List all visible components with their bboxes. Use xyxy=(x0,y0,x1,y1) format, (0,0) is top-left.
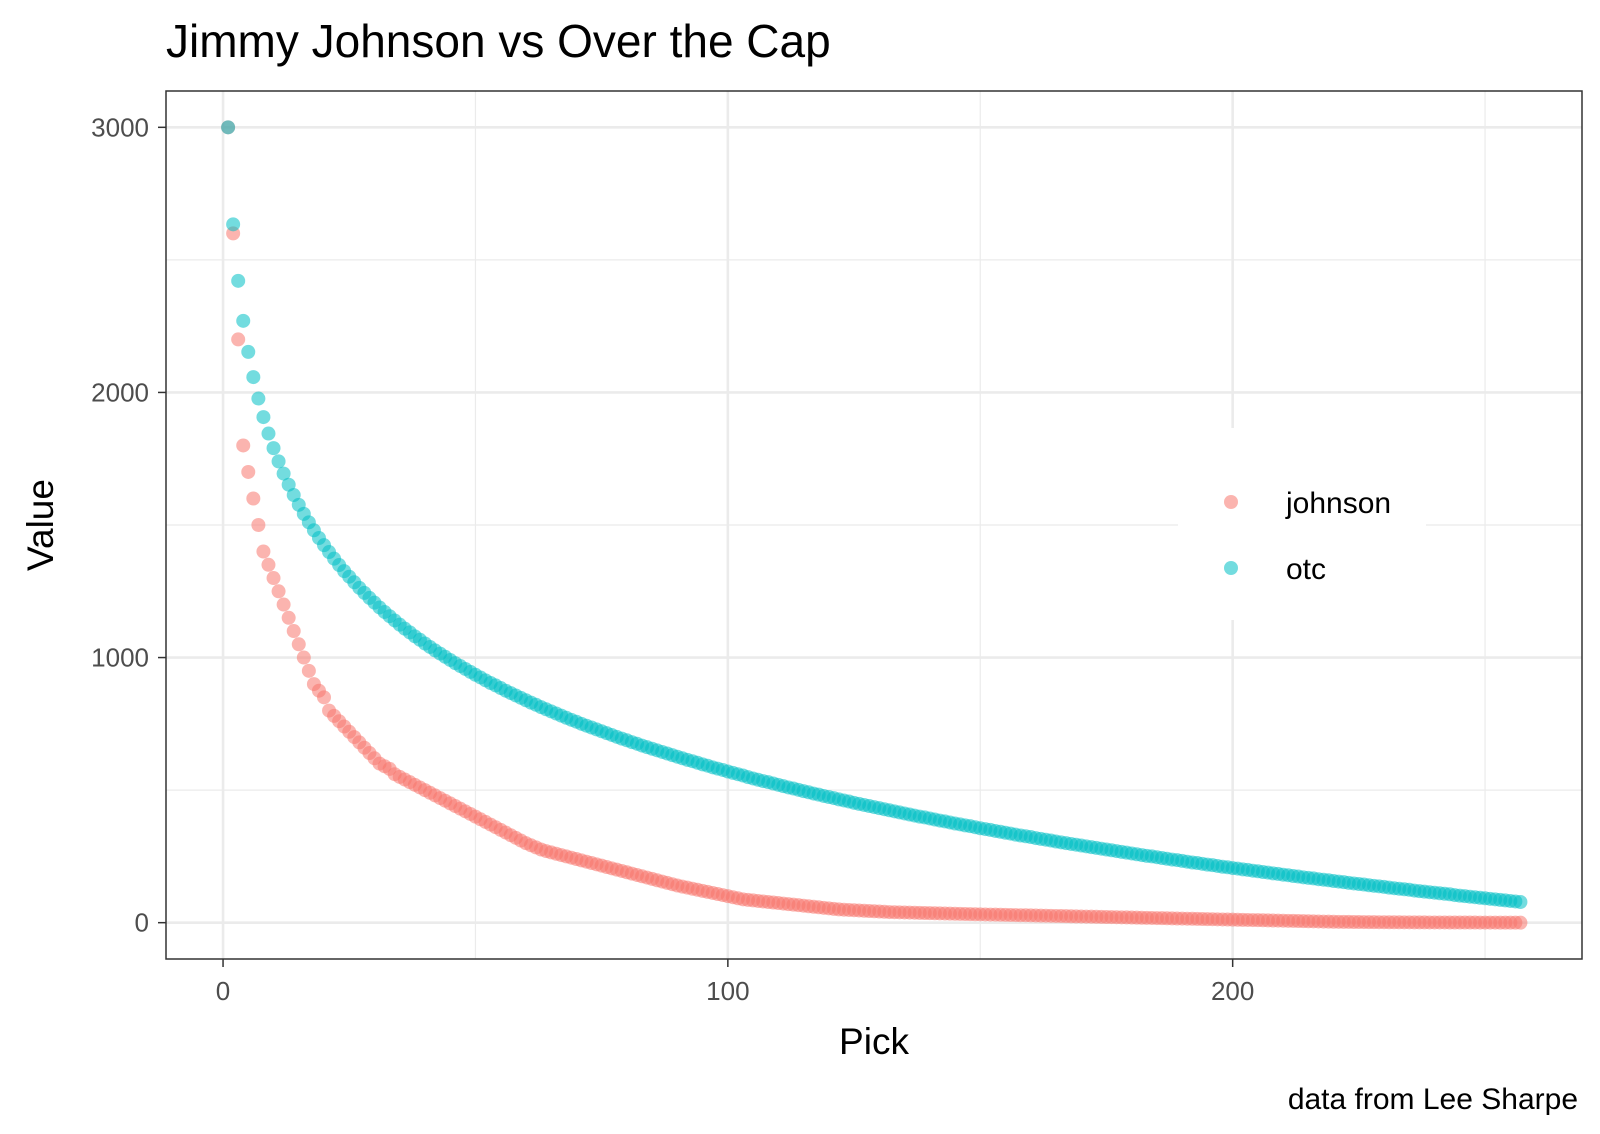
johnson-point xyxy=(241,464,256,479)
johnson-point xyxy=(286,624,301,639)
johnson-point xyxy=(256,544,271,559)
legend-background xyxy=(1178,428,1426,620)
johnson-point xyxy=(291,637,306,652)
johnson-point xyxy=(317,690,332,705)
otc-point xyxy=(256,410,271,425)
series-johnson xyxy=(221,120,1528,930)
otc-point xyxy=(266,441,281,456)
johnson-point xyxy=(261,557,276,572)
johnson-point xyxy=(281,610,296,625)
legend-key-otc xyxy=(1224,561,1238,575)
data-points xyxy=(221,120,1528,930)
x-tick-label: 0 xyxy=(216,976,230,1006)
legend: johnson otc xyxy=(1178,428,1426,620)
y-tick-label: 1000 xyxy=(91,643,149,673)
grid-lines xyxy=(166,91,1582,959)
y-axis-title: Value xyxy=(20,479,61,571)
otc-point xyxy=(246,370,261,385)
otc-point xyxy=(271,454,286,469)
otc-point xyxy=(251,391,266,406)
johnson-point xyxy=(296,650,311,665)
chart-caption: data from Lee Sharpe xyxy=(1287,1083,1578,1116)
otc-point xyxy=(1513,894,1528,909)
series-otc xyxy=(221,120,1528,909)
x-tick-label: 200 xyxy=(1211,976,1254,1006)
otc-point xyxy=(226,217,241,232)
johnson-point xyxy=(271,584,286,599)
x-axis-title: Pick xyxy=(839,1021,909,1062)
johnson-point xyxy=(301,663,316,678)
y-tick-label: 0 xyxy=(135,908,149,938)
y-tick-label: 2000 xyxy=(91,377,149,407)
y-tick-label: 3000 xyxy=(91,112,149,142)
legend-label-johnson: johnson xyxy=(1285,487,1391,520)
johnson-point xyxy=(266,571,281,586)
johnson-point xyxy=(251,518,266,532)
otc-point xyxy=(281,477,296,492)
plot-panel-border xyxy=(165,90,1583,960)
otc-point xyxy=(231,273,246,288)
otc-point xyxy=(241,344,256,359)
otc-point xyxy=(236,313,251,328)
x-tick-label: 100 xyxy=(706,976,749,1006)
chart-title: Jimmy Johnson vs Over the Cap xyxy=(166,15,831,67)
johnson-point xyxy=(276,597,291,612)
johnson-point xyxy=(231,332,246,347)
otc-point xyxy=(221,120,236,135)
legend-label-otc: otc xyxy=(1286,553,1326,586)
otc-point xyxy=(276,466,291,481)
otc-point xyxy=(261,426,276,441)
johnson-point xyxy=(1513,915,1528,930)
legend-key-johnson xyxy=(1224,495,1238,509)
johnson-point xyxy=(246,491,261,506)
johnson-point xyxy=(236,438,251,453)
